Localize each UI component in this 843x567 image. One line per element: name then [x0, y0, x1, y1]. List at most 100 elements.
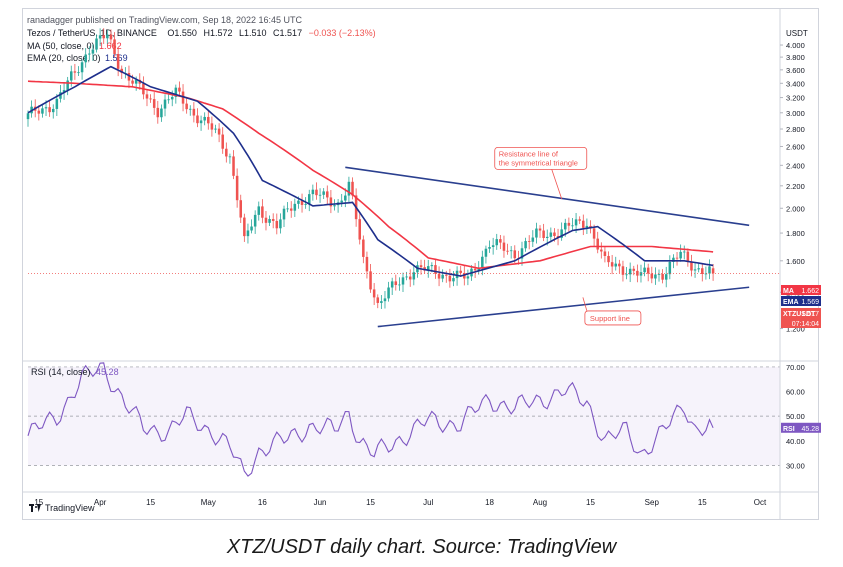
time-tick-label: Sep [645, 498, 660, 507]
candle-up [333, 199, 336, 211]
candle-up [347, 176, 351, 203]
candle-body [513, 250, 517, 259]
candle-body [275, 220, 279, 229]
symbol-title: Tezos / TetherUS, 1D, BINANCE [27, 28, 157, 38]
candle-body [383, 298, 387, 302]
candle-body [600, 249, 603, 252]
candle-down [473, 262, 477, 278]
candle-body [116, 53, 120, 69]
candle-up [293, 198, 297, 217]
rsi-value-tag-bg [781, 422, 821, 433]
candle-body [408, 276, 412, 280]
rsi-tick-label: 70.00 [786, 363, 805, 372]
candle-body [495, 239, 499, 246]
candle-up [199, 115, 203, 131]
candle-body [307, 194, 311, 205]
price-tick-label: 2.600 [786, 142, 805, 151]
price-tick-label: 3.200 [786, 94, 805, 103]
candle-down [610, 254, 614, 275]
candle-up [80, 59, 84, 80]
candle-up [654, 267, 657, 285]
candle-body [48, 107, 51, 113]
price-tick-label: 1.800 [786, 229, 805, 238]
candle-body [412, 272, 416, 280]
candle-down [37, 105, 41, 121]
candle-down [701, 264, 704, 282]
candle-body [120, 68, 124, 74]
candle-body [502, 242, 506, 251]
candle-body [675, 257, 679, 259]
candle-up [84, 48, 87, 68]
candle-up [520, 241, 524, 266]
candle-body [596, 238, 599, 250]
support-annotation-box [584, 310, 642, 326]
candle-up [77, 66, 80, 76]
candle-body [196, 115, 199, 124]
candle-body [282, 208, 286, 220]
candle-up [30, 100, 33, 118]
candle-up [279, 213, 282, 234]
candle-body [253, 214, 257, 227]
candle-up [625, 266, 628, 280]
candle-body [607, 255, 610, 263]
candle-body [344, 195, 347, 201]
candle-body [520, 248, 524, 259]
candle-body [585, 225, 589, 228]
candle-body [156, 107, 160, 118]
candle-body [163, 99, 167, 109]
candle-up [643, 262, 646, 277]
candle-down [329, 190, 333, 214]
candle-body [643, 267, 646, 273]
candle-up [203, 112, 206, 126]
candle-down [499, 234, 502, 250]
time-tick-label: 15 [698, 498, 707, 507]
candle-body [271, 219, 275, 221]
candle-body [26, 113, 30, 120]
candle-body [697, 268, 700, 270]
candle-up [188, 105, 192, 116]
candle-body [102, 35, 105, 39]
candle-body [261, 206, 264, 218]
candle-body [621, 266, 625, 275]
ema-legend-label: EMA (20, close, 0) [27, 53, 101, 63]
candle-body [268, 219, 271, 223]
candle-body [98, 35, 102, 39]
ohlc-values: O1.550 H1.572 L1.510 C1.517 −0.033 (−2.1… [167, 28, 379, 38]
candle-up [98, 28, 102, 46]
candle-body [646, 267, 650, 274]
candle-body [560, 229, 563, 238]
candle-body [55, 98, 59, 109]
candle-down [185, 97, 188, 114]
candle-body [300, 200, 304, 205]
candle-body [66, 80, 69, 91]
price-tick-label: 2.000 [786, 204, 805, 213]
candle-down [372, 283, 376, 305]
candle-down [217, 123, 221, 143]
candle-body [149, 98, 152, 100]
candle-body [84, 54, 87, 63]
candle-body [445, 274, 448, 276]
price-tick-label: 2.200 [786, 182, 805, 191]
candle-down [178, 81, 181, 96]
candle-up [481, 250, 484, 276]
candle-body [369, 271, 372, 290]
candle-up [286, 202, 289, 213]
candle-body [351, 181, 354, 196]
support-annotation: Support line [582, 297, 642, 326]
candle-body [578, 219, 581, 221]
price-tick-label: 2.800 [786, 125, 805, 134]
candle-body [376, 297, 380, 303]
candle-down [207, 109, 210, 130]
candle-up [697, 263, 700, 273]
candle-body [452, 278, 455, 282]
candle-down [225, 142, 228, 163]
candle-down [603, 246, 607, 263]
price-tick-label: 3.400 [786, 79, 805, 88]
rsi-line [27, 362, 714, 477]
candle-up [55, 93, 59, 116]
candle-body [679, 251, 682, 259]
candle-body [387, 287, 390, 299]
candle-up [585, 218, 589, 234]
candle-down [690, 254, 693, 277]
candle-up [91, 44, 95, 61]
